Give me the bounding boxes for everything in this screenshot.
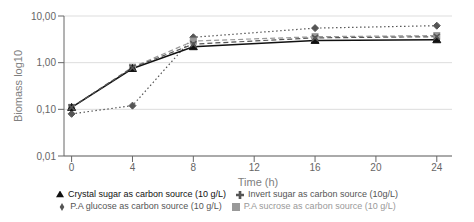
- svg-text:4: 4: [130, 162, 136, 173]
- html-text:Crystal sugar as carbon source: Crystal sugar as carbon source (10 g/L): [67, 189, 226, 199]
- svg-text:Biomass log10: Biomass log10: [12, 50, 24, 122]
- svg-text:12: 12: [249, 162, 261, 173]
- svg-text:20: 20: [370, 162, 382, 173]
- html-text:P.A sucrose as carbon source (: P.A sucrose as carbon source (10 g/L): [243, 201, 396, 211]
- svg-text:0,10: 0,10: [37, 104, 57, 115]
- svg-text:24: 24: [431, 162, 443, 173]
- html-text:P.A glucose as carbon source (: P.A glucose as carbon source (10 g/L): [70, 201, 222, 211]
- svg-text:16: 16: [309, 162, 321, 173]
- html-text:Invert sugar as carbon source: Invert sugar as carbon source (10g/L): [248, 189, 399, 199]
- svg-text:1,00: 1,00: [37, 57, 57, 68]
- svg-text:10,00: 10,00: [31, 11, 56, 22]
- svg-text:8: 8: [191, 162, 197, 173]
- svg-text:0,01: 0,01: [37, 151, 57, 162]
- svg-text:0: 0: [69, 162, 75, 173]
- svg-text:Time (h): Time (h): [238, 176, 279, 188]
